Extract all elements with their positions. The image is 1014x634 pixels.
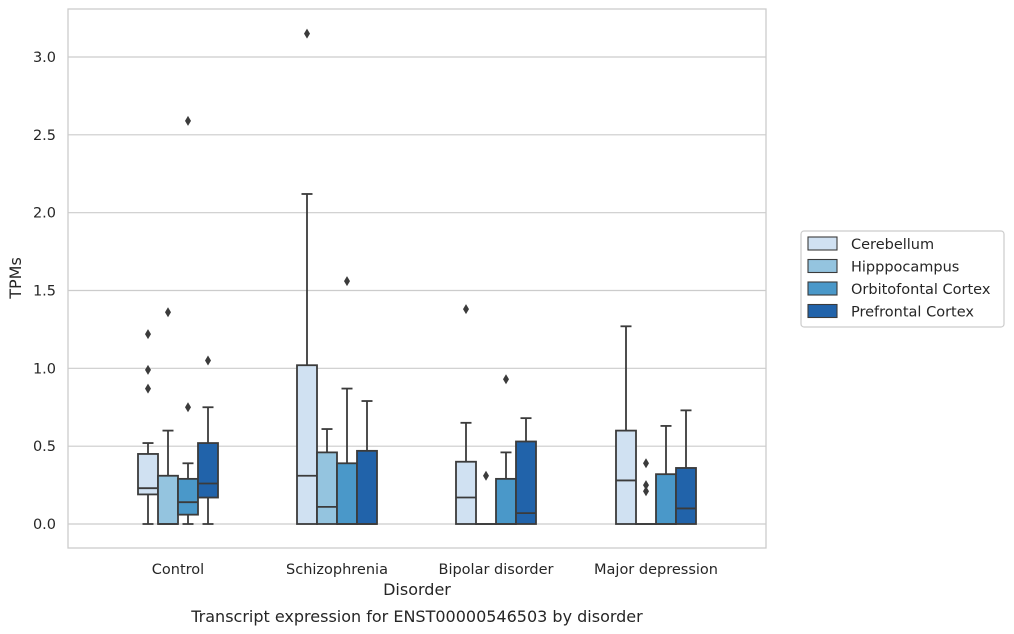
box [336,462,358,525]
box-group [157,307,179,525]
outlier-point [145,383,151,394]
box [515,440,537,525]
box [455,460,477,525]
box [356,449,378,525]
outlier-point [483,470,489,481]
x-axis-title: Disorder [383,580,451,599]
box-group [296,28,318,525]
box [137,453,159,496]
y-tick-label: 3.0 [33,50,56,66]
x-tick-label: Major depression [594,562,718,578]
legend-label: Orbitofontal Cortex [851,282,991,298]
x-tick-label: Control [152,562,204,578]
box-group [495,374,517,525]
box-group [336,276,358,525]
box-group [316,428,338,525]
y-tick-labels: 0.0 0.5 1.0 1.5 2.0 2.5 3.0 [33,50,56,533]
box [655,473,677,525]
box-group [177,115,199,525]
box-group [137,329,159,525]
x-tick-label: Schizophrenia [286,562,388,578]
outlier-point [304,28,310,39]
y-tick-label: 2.5 [33,128,56,144]
legend-swatch [807,281,838,296]
legend-swatch [807,303,838,319]
box [316,451,338,525]
box [615,429,637,525]
outlier-point [643,458,649,469]
x-tick-labels: Control Schizophrenia Bipolar disorder Majo… [152,562,718,578]
plot-frame [67,8,767,549]
outlier-point [503,374,509,385]
y-tick-label: 0.5 [33,439,56,455]
box [296,364,318,525]
box-group [615,325,637,525]
legend-frame [800,230,1005,328]
legend-label: Prefrontal Cortex [851,305,974,321]
y-tick-label: 2.0 [33,206,56,222]
legend-label: Hipppocampus [851,260,959,276]
outlier-point [185,115,191,126]
box-group [455,304,477,525]
y-axis-title: TPMs [6,257,25,300]
x-tick-label: Bipolar disorder [439,562,554,578]
outlier-point [145,364,151,375]
box [157,474,179,525]
box-group [675,409,697,525]
box-group [356,400,378,525]
y-tick-label: 0.0 [33,517,56,533]
outlier-point [463,304,469,315]
box [197,442,219,499]
outlier-point [643,480,649,491]
box-group [635,458,657,525]
box [177,477,199,516]
chart-caption: Transcript expression for ENST0000054650… [190,607,643,626]
y-tick-label: 1.0 [33,361,56,377]
outlier-point [145,329,151,340]
outlier-point [344,276,350,287]
outlier-point [643,486,649,497]
legend-swatch [807,236,838,251]
legend-swatch [807,258,838,274]
outlier-point [205,355,211,366]
box-group [197,355,219,525]
box [675,467,697,525]
legend-label: Cerebellum [851,237,934,253]
box-group [655,425,677,525]
box-group [515,417,537,525]
box [495,477,517,525]
y-tick-label: 1.5 [33,284,56,300]
gridlines [68,56,766,525]
legend: Cerebellum Hipppocampus Orbitofontal Corte… [800,230,1005,328]
box-group [475,470,497,525]
plot-boxes [137,28,697,525]
outlier-point [165,307,171,318]
outlier-point [185,402,191,413]
